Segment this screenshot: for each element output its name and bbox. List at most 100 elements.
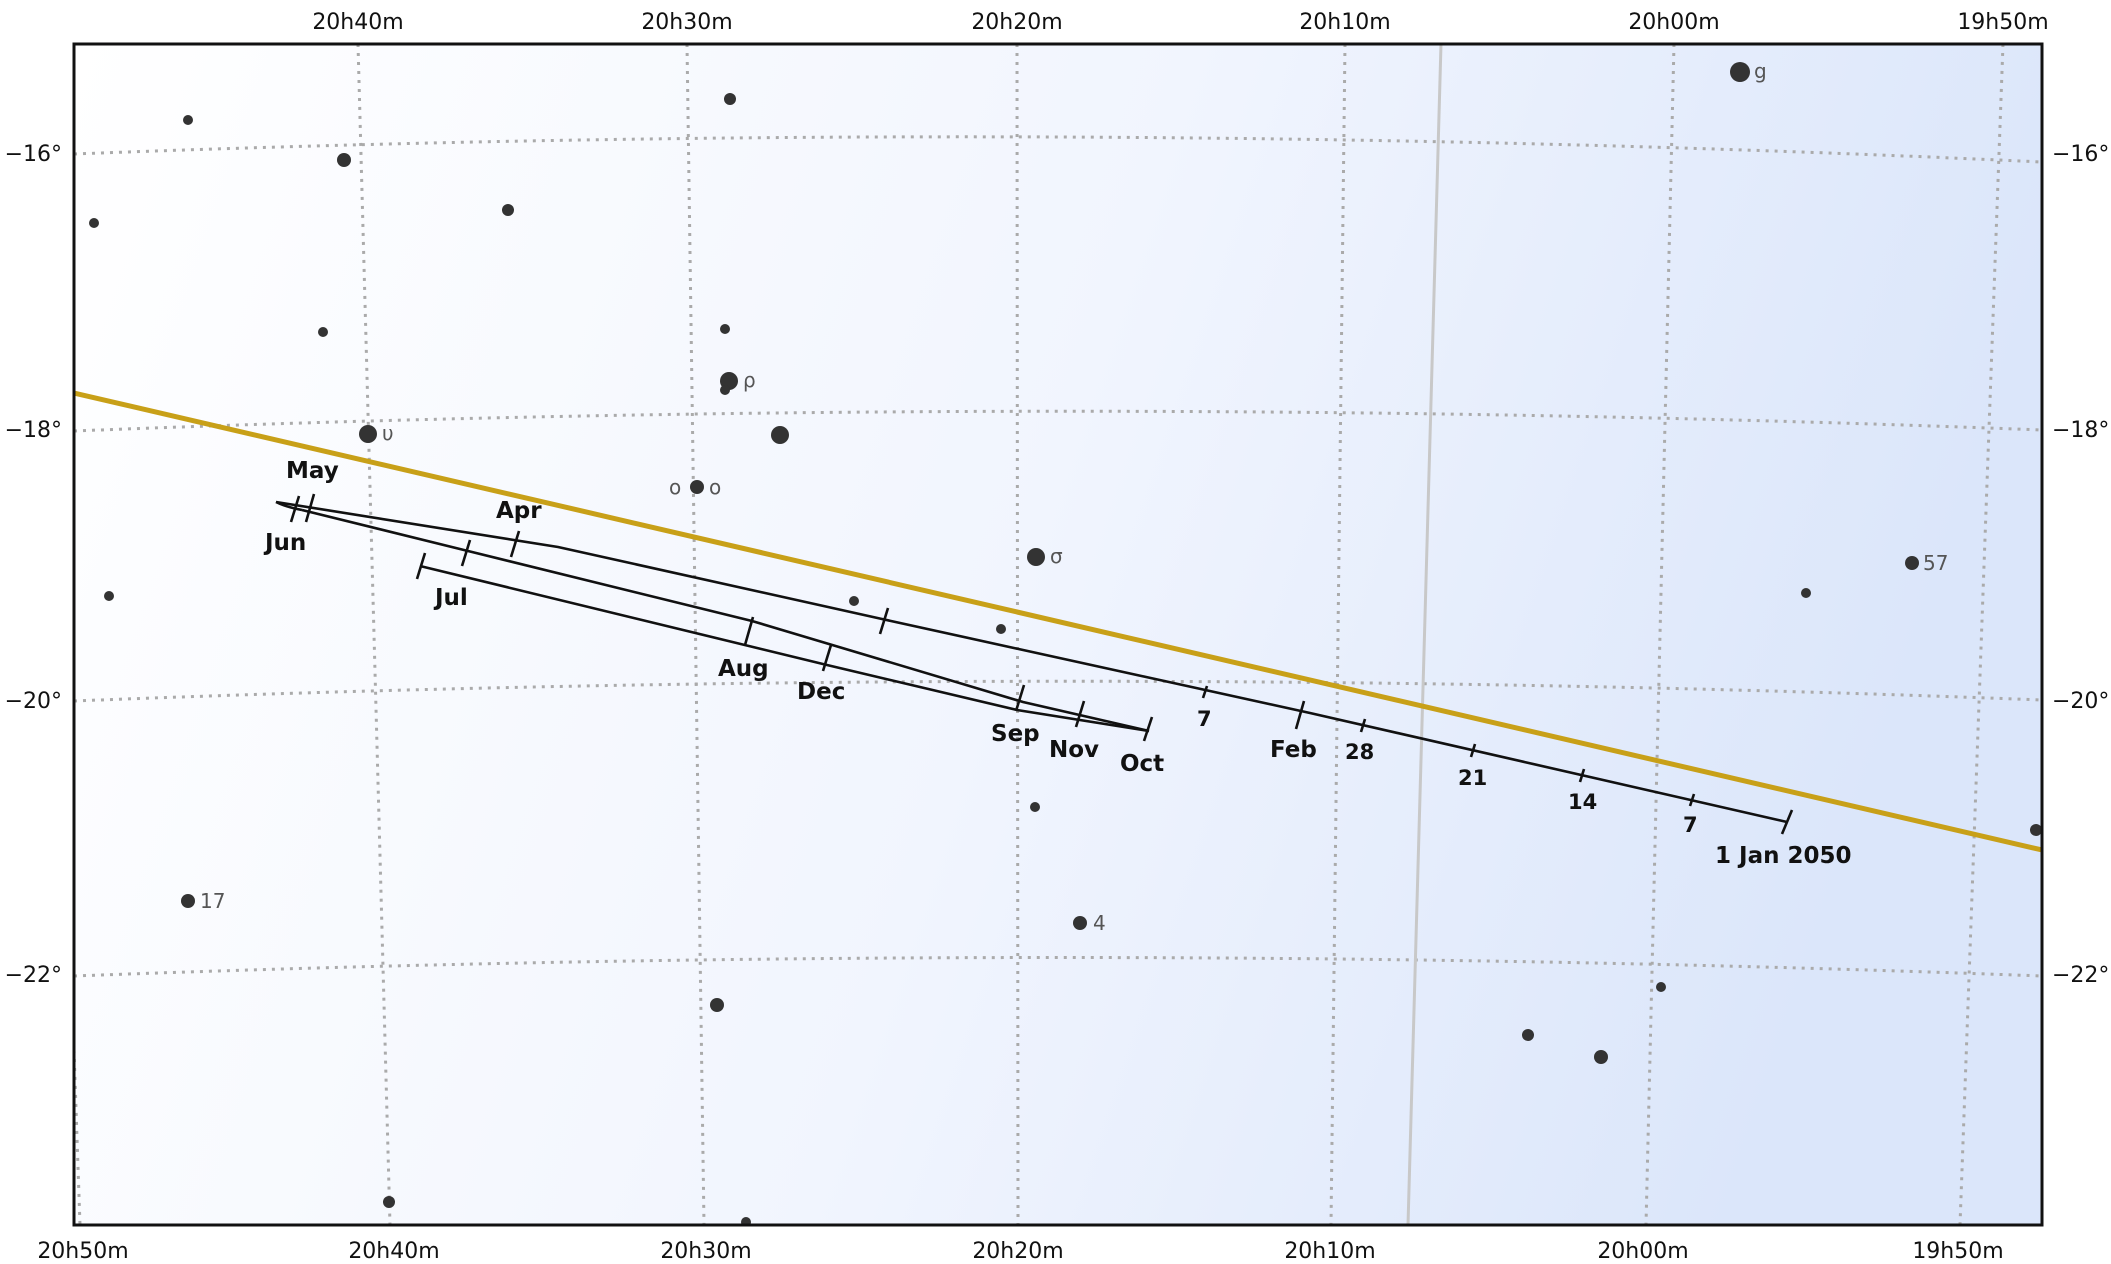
tick-feb: [1294, 700, 1306, 730]
star-label-17: 17: [200, 889, 225, 913]
star: [710, 998, 724, 1012]
label-dec: Dec: [797, 679, 845, 705]
ecliptic-line: [74, 390, 2042, 853]
star: [720, 385, 730, 395]
ra-label-top: 20h40m: [312, 10, 403, 35]
ra-label-top: 19h50m: [1957, 10, 2048, 35]
star: [1030, 802, 1040, 812]
path-labels: May Jun Apr Jul Aug Dec Sep Nov Oct Feb …: [263, 458, 1851, 869]
galactic-line: [1406, 44, 1443, 1225]
star: [1073, 916, 1087, 930]
label-day-7-feb: 7: [1197, 707, 1212, 731]
label-may: May: [286, 458, 339, 484]
path-late-leg: [419, 564, 1150, 733]
star: [318, 327, 328, 337]
ra-axis-bottom: 20h50m 20h40m 20h30m 20h20m 20h10m 20h00…: [37, 1239, 2003, 1264]
star-labels: g ρ υ ο ο σ 57 17 4: [200, 59, 1948, 935]
dec-label-left: −22°: [5, 963, 62, 988]
dec-label-right: −16°: [2052, 142, 2109, 167]
dec-label-left: −20°: [5, 689, 62, 714]
tick-feb-7: [1201, 685, 1209, 699]
plot-frame: [72, 42, 2044, 1227]
dec-gridline-16: [74, 135, 2042, 164]
stars: [89, 62, 2042, 1225]
label-day-14: 14: [1568, 790, 1597, 814]
label-jul: Jul: [433, 585, 468, 611]
star: [1656, 982, 1666, 992]
star: [359, 425, 377, 443]
ra-label-bottom: 20h00m: [1597, 1239, 1688, 1264]
star-label-sigma: σ: [1050, 544, 1063, 568]
star: [1594, 1050, 1608, 1064]
dec-label-right: −20°: [2052, 689, 2109, 714]
tick-jun: [289, 495, 301, 523]
star: [849, 596, 859, 606]
star: [502, 204, 514, 216]
tick-jul-a: [460, 539, 472, 567]
label-aug: Aug: [718, 656, 769, 682]
tick-jan-21: [1469, 743, 1477, 758]
dec-label-left: −18°: [5, 418, 62, 443]
label-day-7-jan: 7: [1683, 813, 1698, 837]
dec-axis-left: −16° −18° −20° −22°: [5, 142, 62, 988]
dec-gridline-22: [74, 956, 2042, 978]
star: [104, 591, 114, 601]
tick-jan-28: [1359, 718, 1367, 733]
path-loop-tip: [275, 500, 303, 512]
ra-label-top: 20h20m: [971, 10, 1062, 35]
dec-grid: [74, 135, 2042, 978]
star: [337, 153, 351, 167]
dec-label-left: −16°: [5, 142, 62, 167]
ra-label-top: 20h10m: [1299, 10, 1390, 35]
star: [741, 1217, 751, 1225]
star: [183, 115, 193, 125]
star: [1801, 588, 1811, 598]
tick-apr: [509, 530, 521, 558]
label-feb: Feb: [1270, 737, 1317, 763]
star: [690, 480, 704, 494]
dec-label-right: −22°: [2052, 963, 2109, 988]
star: [996, 624, 1006, 634]
star-label-g: g: [1754, 59, 1767, 83]
tick-dec: [821, 644, 833, 672]
path-ticks: [289, 493, 1794, 835]
ra-label-top: 20h00m: [1628, 10, 1719, 35]
tick-jan-7: [1688, 793, 1696, 807]
tick-mar: [878, 607, 890, 635]
label-sep: Sep: [991, 721, 1040, 747]
star: [89, 218, 99, 228]
ra-axis-top: 20h40m 20h30m 20h20m 20h10m 20h00m 19h50…: [312, 10, 2048, 35]
tick-oct: [1142, 716, 1154, 742]
ra-label-bottom: 20h40m: [348, 1239, 439, 1264]
tick-jan-14: [1578, 768, 1586, 783]
star: [181, 894, 195, 908]
star-label-4: 4: [1093, 911, 1106, 935]
star: [1730, 62, 1750, 82]
tick-aug: [743, 616, 755, 646]
sky-background: [74, 44, 2042, 1225]
ra-label-bottom: 20h30m: [660, 1239, 751, 1264]
star-label-57: 57: [1923, 551, 1948, 575]
star: [724, 93, 736, 105]
tick-sep: [1014, 684, 1026, 712]
tick-nov: [1074, 700, 1086, 728]
tick-may: [304, 493, 316, 523]
star: [2030, 824, 2042, 836]
star: [720, 324, 730, 334]
label-day-28: 28: [1345, 740, 1374, 764]
ra-label-bottom: 19h50m: [1912, 1239, 2003, 1264]
label-nov: Nov: [1049, 737, 1099, 763]
star-label-rho: ρ: [743, 368, 756, 392]
ra-label-bottom: 20h50m: [37, 1239, 128, 1264]
dec-axis-right: −16° −18° −20° −22°: [2052, 142, 2109, 988]
ra-label-top: 20h30m: [641, 10, 732, 35]
ra-label-bottom: 20h10m: [1284, 1239, 1375, 1264]
dec-gridline-18: [74, 409, 2042, 433]
path-forward-leg: [275, 500, 1788, 824]
star: [383, 1196, 395, 1208]
ra-label-bottom: 20h20m: [972, 1239, 1063, 1264]
star-label-omicron-1: ο: [669, 475, 681, 499]
dec-gridline-20: [74, 679, 2042, 703]
label-apr: Apr: [496, 498, 542, 524]
